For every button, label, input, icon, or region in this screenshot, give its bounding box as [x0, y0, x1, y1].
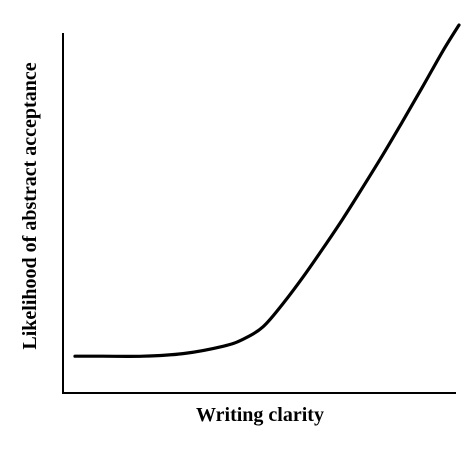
series-line-0: [73, 23, 461, 358]
series-layer: [73, 23, 461, 358]
x-axis-label: Writing clarity: [196, 404, 324, 426]
y-axis-label: Likelihood of abstract acceptance: [19, 62, 41, 349]
axes: [62, 33, 456, 394]
